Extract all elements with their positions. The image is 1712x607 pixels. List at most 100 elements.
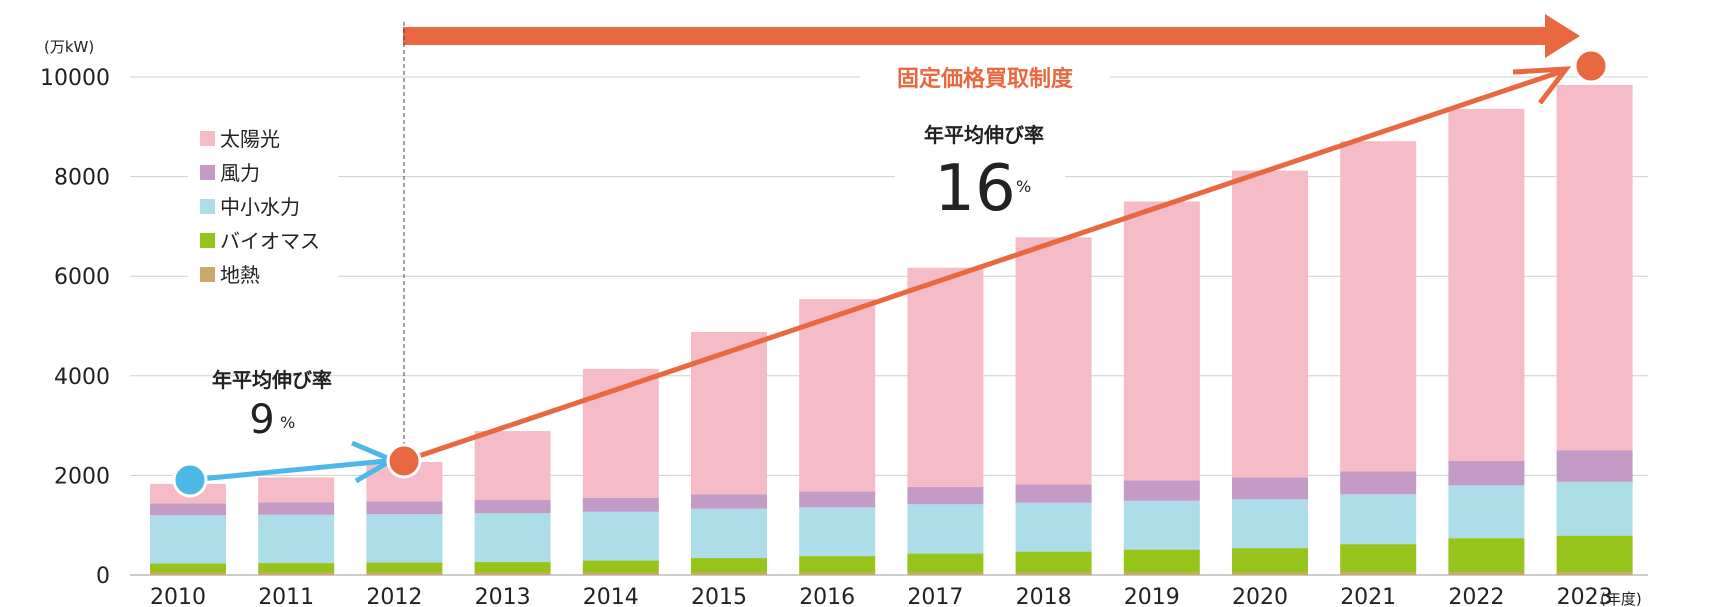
y-tick-label: 6000 xyxy=(54,265,110,290)
y-tick-label: 0 xyxy=(96,564,110,589)
bar-segment-2020-3 xyxy=(1232,477,1308,500)
legend-label: 中小水力 xyxy=(220,195,300,219)
fit-growth-arrowhead xyxy=(1512,66,1572,105)
fit-period-arrowhead xyxy=(1545,14,1580,58)
x-tick-label: 2018 xyxy=(1016,585,1072,607)
bar-segment-2023-2 xyxy=(1556,481,1633,536)
bar-segment-2012-2 xyxy=(366,514,443,563)
bar-segment-2015-2 xyxy=(691,508,767,559)
bar-segment-2016-4 xyxy=(799,299,876,492)
bar-segment-2012-1 xyxy=(366,562,443,573)
growth-after-value: 16 xyxy=(934,152,1015,226)
y-unit-label: (万kW) xyxy=(44,38,94,56)
bar-segment-2020-4 xyxy=(1232,170,1308,478)
bar-segment-2023-0 xyxy=(1556,572,1633,575)
bar-segment-2010-0 xyxy=(150,572,226,575)
bar-segment-2013-0 xyxy=(474,572,551,575)
bar-segment-2012-3 xyxy=(366,501,443,515)
early-growth-arrow xyxy=(189,458,387,483)
growth-before-label: 年平均伸び率 xyxy=(212,368,332,392)
bar-segment-2016-2 xyxy=(799,507,876,557)
fit-growth-arrow xyxy=(403,69,1561,464)
fit-period-arrow xyxy=(403,27,1550,45)
x-tick-label: 2010 xyxy=(150,585,206,607)
bar-segment-2023-3 xyxy=(1556,450,1633,482)
y-tick-label: 2000 xyxy=(54,464,110,489)
bar-segment-2017-2 xyxy=(907,504,984,554)
bar-segment-2017-4 xyxy=(907,267,984,487)
x-tick-label: 2020 xyxy=(1232,585,1288,607)
bar-segment-2015-4 xyxy=(691,331,767,495)
fit-label-bg xyxy=(860,58,1110,96)
growth-after-label: 年平均伸び率 xyxy=(924,123,1044,147)
bar-segment-2014-1 xyxy=(582,560,659,573)
bar-segment-2023-4 xyxy=(1556,84,1633,451)
bar-segment-2023-1 xyxy=(1556,535,1633,573)
bar-segment-2010-2 xyxy=(150,515,226,564)
bar-segment-2016-0 xyxy=(799,572,876,575)
bar-segment-2021-4 xyxy=(1340,141,1417,472)
x-tick-label: 2013 xyxy=(475,585,531,607)
bar-segment-2017-3 xyxy=(907,486,984,505)
x-tick-label: 2012 xyxy=(366,585,422,607)
bar-segment-2019-1 xyxy=(1123,549,1200,573)
bar-segment-2022-3 xyxy=(1448,460,1525,486)
bar-segment-2013-4 xyxy=(474,431,551,500)
bar-segment-2018-0 xyxy=(1015,572,1092,575)
growth-before-unit: % xyxy=(280,413,295,432)
fit-start-marker xyxy=(386,443,422,479)
bar-segment-2015-3 xyxy=(691,494,767,509)
bar-segment-2020-1 xyxy=(1232,548,1308,573)
grid-lines xyxy=(130,76,1648,476)
legend-swatch xyxy=(200,233,215,248)
bar-segment-2017-1 xyxy=(907,553,984,573)
legend-swatch xyxy=(200,267,215,282)
bar-segment-2021-0 xyxy=(1340,572,1417,575)
x-tick-label: 2011 xyxy=(258,585,314,607)
x-tick-label: 2019 xyxy=(1124,585,1180,607)
bar-segment-2022-0 xyxy=(1448,572,1525,575)
bar-segment-2015-1 xyxy=(691,558,767,573)
legend-label: 風力 xyxy=(220,161,260,185)
stacked-bars xyxy=(150,84,1633,575)
bar-segment-2011-3 xyxy=(258,502,335,515)
y-tick-label: 4000 xyxy=(54,365,110,390)
x-tick-label: 2014 xyxy=(583,585,639,607)
legend-label: 太陽光 xyxy=(220,127,280,151)
legend-label: 地熱 xyxy=(220,263,260,287)
bar-segment-2022-4 xyxy=(1448,108,1525,461)
x-tick-label: 2023 xyxy=(1557,585,1613,607)
legend-swatch xyxy=(200,199,215,214)
bar-segment-2013-2 xyxy=(474,513,551,563)
bar-segment-2020-0 xyxy=(1232,572,1308,575)
x-tick-label: 2021 xyxy=(1340,585,1396,607)
fit-end-marker xyxy=(1573,48,1609,84)
bar-segment-2016-3 xyxy=(799,491,876,508)
fit-label: 固定価格買取制度 xyxy=(897,66,1074,92)
bar-segment-2014-2 xyxy=(582,511,659,561)
legend-swatch xyxy=(200,131,215,146)
growth-before-value: 9 xyxy=(249,397,274,443)
bar-segment-2022-1 xyxy=(1448,538,1525,573)
bar-segment-2012-0 xyxy=(366,572,443,575)
bar-segment-2018-3 xyxy=(1015,484,1092,503)
bar-segment-2011-1 xyxy=(258,563,335,573)
bar-segment-2017-0 xyxy=(907,572,984,575)
bar-segment-2020-2 xyxy=(1232,499,1308,549)
bar-segment-2010-1 xyxy=(150,563,226,573)
bar-segment-2019-4 xyxy=(1123,201,1200,481)
x-tick-label: 2016 xyxy=(799,585,855,607)
bar-segment-2021-1 xyxy=(1340,544,1417,573)
growth-after-unit: % xyxy=(1016,177,1031,196)
y-tick-label: 8000 xyxy=(54,166,110,191)
bar-segment-2019-3 xyxy=(1123,480,1200,501)
bar-segment-2013-1 xyxy=(474,562,551,573)
bar-segment-2021-2 xyxy=(1340,494,1417,545)
x-tick-label: 2022 xyxy=(1448,585,1504,607)
bar-segment-2018-1 xyxy=(1015,551,1092,573)
bar-segment-2016-1 xyxy=(799,556,876,573)
bar-segment-2011-2 xyxy=(258,514,335,564)
bar-segment-2011-0 xyxy=(258,572,335,575)
